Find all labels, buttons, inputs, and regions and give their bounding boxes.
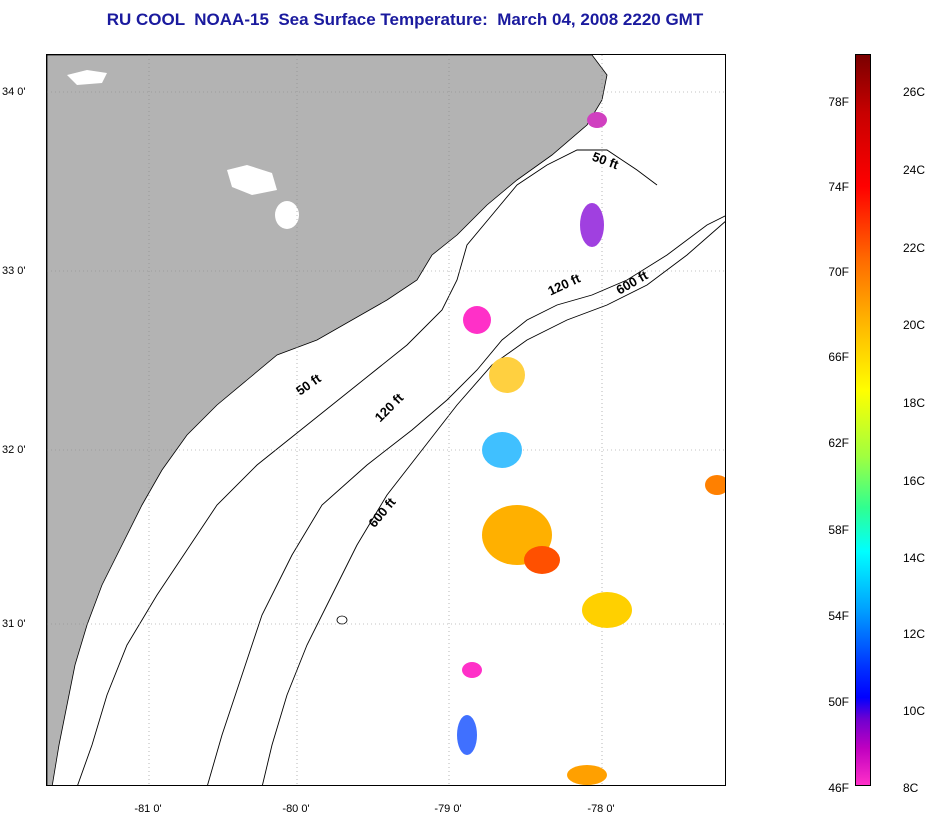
colorbar-f-label: 62F [828,436,849,450]
colorbar-f-label: 58F [828,523,849,537]
sst-patch [462,662,482,678]
colorbar-c-label: 12C [903,627,926,641]
map-title: RU COOL NOAA-15 Sea Surface Temperature:… [106,10,704,29]
temperature-colorbar [855,54,871,786]
colorbar-f-label: 78F [828,95,849,109]
sst-patch [567,765,607,785]
sst-patch [482,432,522,468]
lon-label-81: -81 0' [134,803,162,815]
sst-patch [582,592,632,628]
sst-patch [489,357,525,393]
sst-patch [457,715,477,755]
inland-lake [227,165,277,195]
lat-label-33: 33 0' [2,265,26,277]
sst-patch [524,546,560,574]
lon-label-79: -79 0' [434,803,462,815]
colorbar-f-label: 70F [828,265,849,279]
colorbar-c-label: 26C [903,85,926,99]
contour-50ft [77,149,658,785]
lon-label-78: -78 0' [587,803,615,815]
colorbar-f-label: 46F [828,781,849,795]
colorbar-c-label: 10C [903,704,926,718]
colorbar-c-label: 16C [903,474,926,488]
land-mass [47,55,608,785]
sst-patches [457,112,725,785]
lat-label-34: 34 0' [2,86,26,98]
inland-lake [67,70,107,85]
colorbar-c-label: 8C [903,781,919,795]
lat-label-31: 31 0' [2,618,26,630]
colorbar-f-label: 74F [828,180,849,194]
contour-600ft [262,221,725,785]
colorbar-c-label: 24C [903,163,926,177]
colorbar-c-label: 14C [903,551,926,565]
contour-blob [336,615,348,625]
colorbar-f-label: 54F [828,609,849,623]
contour-120ft [207,215,725,785]
lat-label-32: 32 0' [2,444,26,456]
sst-patch [463,306,491,334]
sst-patch [580,203,604,247]
sst-patch [705,475,725,495]
colorbar-c-label: 18C [903,396,926,410]
map-canvas [47,55,725,785]
sst-map: 50 ft 120 ft 600 ft 50 ft 120 ft 600 ft [46,54,726,786]
colorbar-f-label: 66F [828,350,849,364]
colorbar-c-label: 20C [903,318,926,332]
colorbar-f-label: 50F [828,695,849,709]
inland-lake [275,201,299,229]
sst-patch [587,112,607,128]
lon-label-80: -80 0' [282,803,310,815]
graticule [47,55,725,785]
colorbar-c-label: 22C [903,241,926,255]
